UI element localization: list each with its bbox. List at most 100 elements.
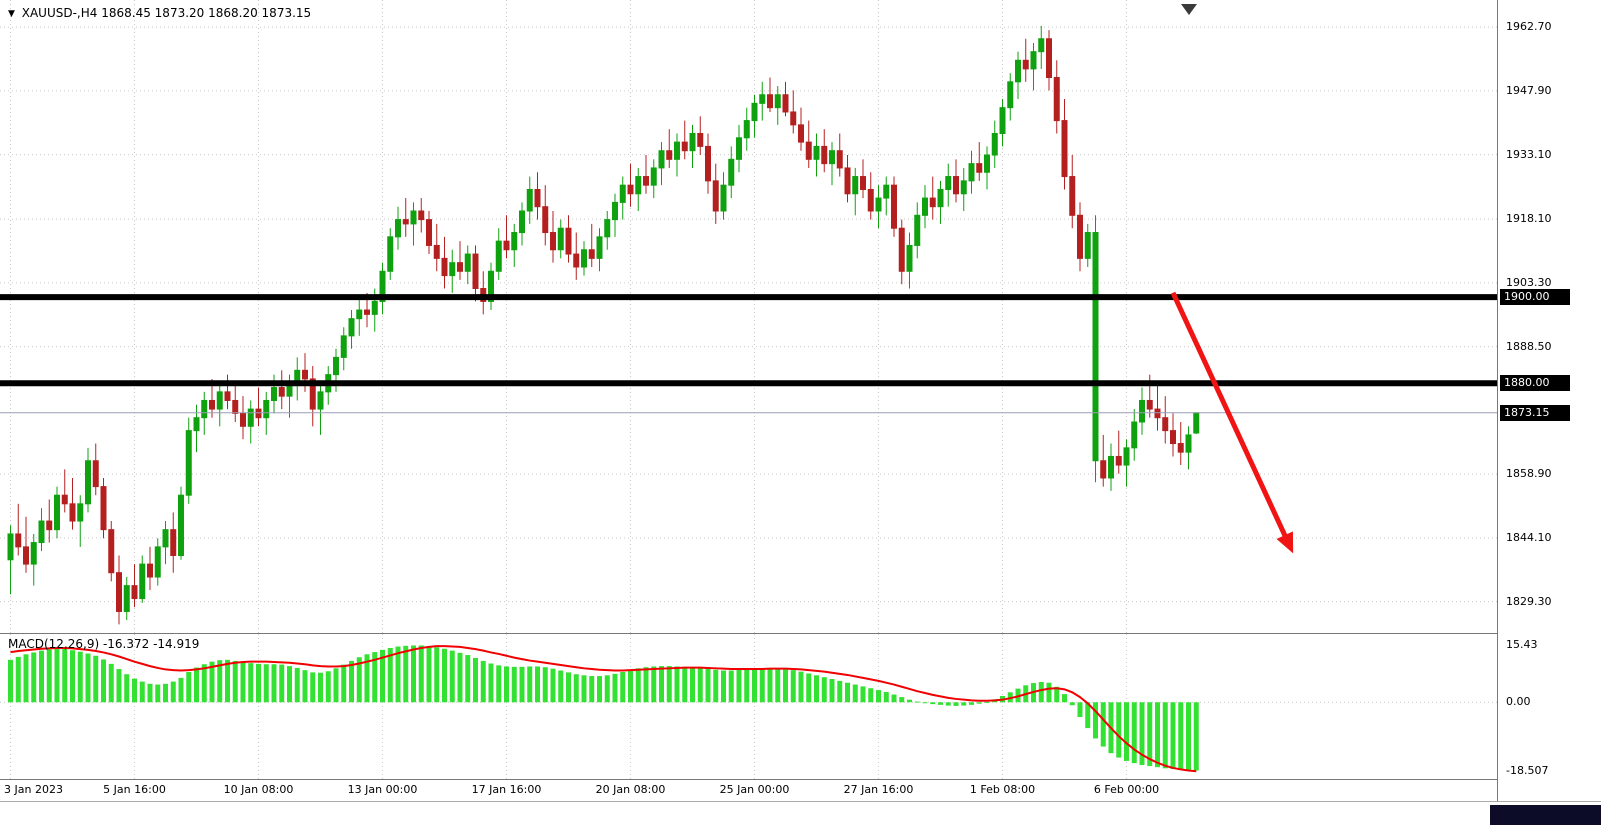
macd-histogram-bar: [473, 657, 478, 703]
macd-histogram-bar: [178, 677, 184, 703]
macd-histogram-bar: [635, 668, 641, 703]
price-chart-canvas[interactable]: [0, 0, 1497, 633]
candle-body: [309, 378, 316, 410]
horizontal-scrollbar[interactable]: [0, 801, 1601, 825]
candle-body: [193, 417, 200, 432]
candle-body: [457, 262, 463, 272]
macd-histogram-bar: [891, 694, 897, 703]
macd-histogram-bar: [434, 647, 440, 703]
candle-body: [69, 503, 76, 522]
macd-histogram-bar: [1093, 702, 1098, 739]
macd-histogram-bar: [728, 670, 734, 703]
one-click-trading-icon[interactable]: ▼: [8, 9, 15, 19]
candle-body: [991, 132, 998, 156]
price-tick-label: 1933.10: [1506, 147, 1552, 161]
macd-histogram-bar: [217, 660, 223, 703]
macd-histogram-bar: [442, 648, 447, 703]
support-resistance-line: [0, 294, 1497, 301]
candle-body: [805, 141, 812, 160]
candle-body: [829, 150, 835, 165]
candle-body: [418, 210, 425, 221]
macd-histogram-bar: [39, 650, 44, 703]
candle-body: [433, 244, 440, 259]
macd-histogram-bar: [70, 650, 75, 703]
macd-histogram-bar: [697, 667, 703, 703]
macd-histogram-bar: [426, 646, 432, 703]
macd-histogram-bar: [976, 702, 982, 704]
macd-tick-label: 0.00: [1506, 695, 1531, 709]
macd-histogram-bar: [449, 650, 455, 703]
macd-histogram-bar: [604, 675, 610, 703]
macd-histogram-bar: [488, 663, 494, 703]
candle-body: [565, 227, 572, 255]
macd-histogram-bar: [798, 671, 804, 703]
macd-histogram-bar: [1054, 686, 1060, 703]
candle-body: [488, 270, 494, 302]
macd-histogram-bar: [1069, 702, 1075, 706]
price-tick-label: 1903.30: [1506, 275, 1552, 289]
macd-histogram-bar: [1062, 694, 1067, 703]
macd-histogram-bar: [496, 665, 502, 703]
candle-body: [123, 585, 130, 612]
candle-body: [1177, 443, 1184, 453]
candle-body: [635, 176, 642, 195]
candle-body: [402, 219, 409, 225]
macd-histogram-bar: [713, 669, 719, 703]
macd-histogram-bar: [527, 666, 533, 703]
macd-histogram-bar: [953, 702, 959, 706]
candle-body: [77, 503, 84, 522]
macd-histogram-bar: [147, 683, 153, 703]
macd-histogram-bar: [837, 680, 843, 703]
candle-body: [960, 180, 967, 195]
candle-body: [581, 249, 587, 268]
candle-body: [178, 494, 184, 556]
macd-histogram-bar: [457, 652, 463, 703]
candle-body: [526, 188, 533, 212]
macd-histogram-bar: [806, 673, 812, 703]
macd-histogram-bar: [31, 652, 37, 703]
macd-histogram-bar: [682, 666, 688, 703]
chart-title: ▼ XAUUSD-,H4 1868.45 1873.20 1868.20 187…: [8, 6, 311, 20]
macd-histogram-bar: [209, 661, 215, 703]
macd-histogram-bar: [573, 674, 579, 703]
candle-body: [898, 227, 905, 272]
macd-histogram-bar: [46, 649, 52, 703]
price-level-tag: 1900.00: [1500, 289, 1570, 306]
macd-histogram-bar: [225, 659, 230, 703]
candle-body: [263, 399, 270, 419]
macd-histogram-bar: [860, 686, 866, 703]
macd-histogram-bar: [1131, 702, 1137, 764]
macd-histogram-bar: [883, 691, 889, 703]
price-axis[interactable]: 1962.70 1947.90 1933.10 1918.10 1903.30 1888.…: [1497, 0, 1601, 801]
price-level-tag: 1880.00: [1500, 375, 1570, 392]
macd-histogram-bar: [395, 646, 401, 703]
candle-body: [596, 236, 603, 259]
macd-histogram-bar: [558, 670, 564, 703]
macd-histogram-bar: [418, 645, 424, 703]
macd-histogram-bar: [1170, 702, 1176, 770]
macd-histogram-bar: [907, 699, 912, 703]
macd-panel-canvas[interactable]: [0, 634, 1497, 779]
time-axis[interactable]: 3 Jan 2023 5 Jan 16:00 10 Jan 08:00 13 Jan …: [0, 780, 1497, 801]
macd-histogram-bar: [643, 667, 649, 703]
macd-histogram-bar: [380, 649, 385, 703]
macd-histogram-bar: [775, 668, 781, 703]
candle-body: [1038, 38, 1045, 53]
time-axis-label: 5 Jan 16:00: [103, 783, 166, 796]
macd-histogram-bar: [302, 670, 308, 703]
candle-body: [147, 563, 153, 578]
macd-histogram-bar: [829, 679, 835, 703]
candle-body: [774, 94, 781, 109]
macd-histogram-bar: [612, 673, 618, 703]
candle-body: [681, 141, 688, 152]
macd-histogram-bar: [783, 669, 788, 703]
macd-histogram-bar: [372, 652, 378, 703]
candle-body: [751, 102, 758, 122]
candle-body: [61, 494, 68, 505]
candle-body: [1061, 120, 1068, 178]
macd-histogram-bar: [287, 666, 292, 703]
candle-body: [658, 150, 665, 169]
candle-body: [364, 309, 370, 315]
candle-body: [46, 520, 53, 531]
candle-body: [1131, 421, 1138, 449]
